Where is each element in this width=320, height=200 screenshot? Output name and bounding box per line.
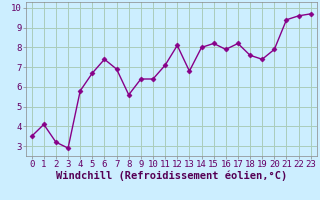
X-axis label: Windchill (Refroidissement éolien,°C): Windchill (Refroidissement éolien,°C) [56,171,287,181]
